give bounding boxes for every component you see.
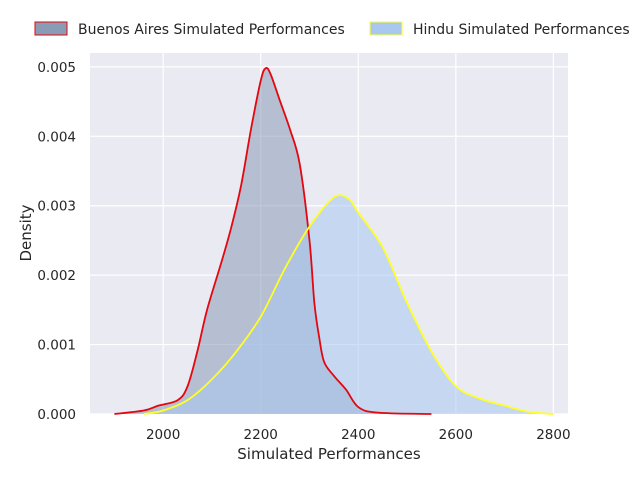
x-tick-label: 2000 bbox=[146, 427, 180, 443]
x-tick-label: 2200 bbox=[244, 427, 278, 443]
legend: Buenos Aires Simulated Performances Hind… bbox=[34, 21, 630, 38]
density-line-buenos-aires bbox=[114, 66, 432, 415]
y-axis-label: Density bbox=[17, 204, 35, 261]
density-line-hindu bbox=[143, 194, 554, 415]
x-tick-label: 2600 bbox=[439, 427, 473, 443]
density-fill-hindu bbox=[143, 195, 554, 414]
x-tick-label: 2400 bbox=[341, 427, 375, 443]
x-axis-label: Simulated Performances bbox=[237, 445, 421, 463]
density-areas bbox=[114, 66, 554, 415]
legend-label-buenos-aires: Buenos Aires Simulated Performances bbox=[78, 22, 345, 38]
y-tick-label: 0.004 bbox=[37, 129, 76, 145]
y-tick-label: 0.003 bbox=[37, 199, 76, 215]
y-tick-label: 0.005 bbox=[37, 60, 76, 76]
legend-swatch-hindu bbox=[369, 21, 403, 36]
tick-labels: 2000 2200 2400 2600 2800 0.000 0.001 0.002 0.003… bbox=[37, 60, 570, 443]
density-fill-buenos-aires bbox=[114, 67, 432, 415]
y-tick-label: 0.002 bbox=[37, 268, 76, 284]
legend-label-hindu: Hindu Simulated Performances bbox=[413, 22, 630, 38]
x-tick-label: 2800 bbox=[536, 427, 570, 443]
y-tick-label: 0.000 bbox=[37, 407, 76, 423]
legend-swatch-buenos-aires bbox=[34, 21, 68, 36]
y-tick-label: 0.001 bbox=[37, 338, 76, 354]
